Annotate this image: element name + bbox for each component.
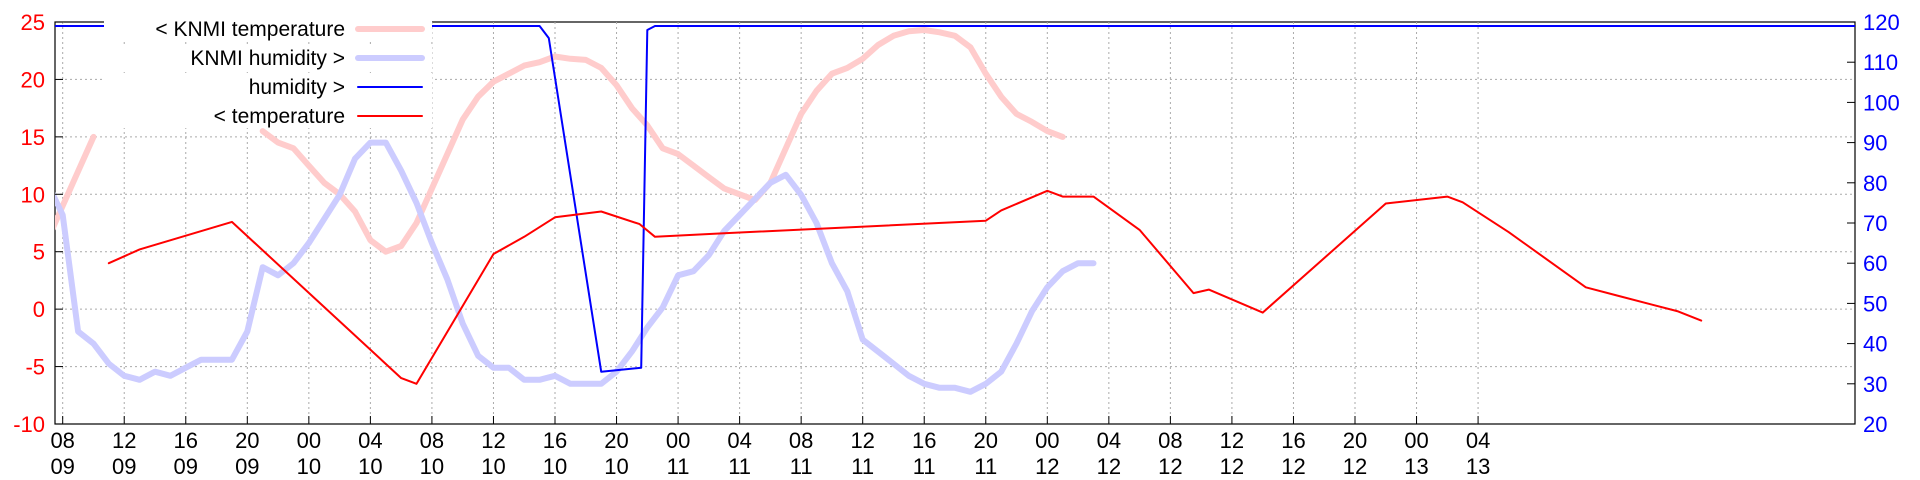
- x-tick-label-day: 12: [1281, 454, 1305, 479]
- legend-label: < temperature: [214, 105, 345, 128]
- x-tick-label-day: 11: [667, 454, 690, 479]
- x-tick-label-hour: 20: [974, 428, 998, 453]
- x-tick-label-day: 12: [1035, 454, 1059, 479]
- x-tick-label-day: 09: [50, 454, 74, 479]
- x-tick-label-day: 12: [1158, 454, 1182, 479]
- series-line-0: [259, 27, 1066, 255]
- y-right-tick-label: 70: [1863, 211, 1887, 236]
- x-tick-label-hour: 16: [543, 428, 567, 453]
- legend-label: KNMI humidity >: [190, 47, 345, 70]
- y-left-tick-label: 15: [21, 125, 45, 150]
- x-tick-label-hour: 20: [604, 428, 628, 453]
- x-tick-label-hour: 04: [1466, 428, 1490, 453]
- series-line-0: [55, 133, 97, 231]
- y-axis-right: 20 30 40 50 60 70 80 90 100 110 120: [1847, 10, 1900, 437]
- series-line-2: [55, 25, 1855, 373]
- y-left-tick-label: 10: [21, 182, 45, 207]
- x-tick-label-hour: 04: [727, 428, 751, 453]
- y-left-tick-label: -10: [13, 412, 45, 437]
- x-tick-label-hour: 12: [112, 428, 136, 453]
- series-line-3: [107, 189, 1703, 385]
- y-right-tick-label: 60: [1863, 251, 1887, 276]
- y-right-tick-label: 20: [1863, 412, 1887, 437]
- x-tick-label-hour: 16: [174, 428, 198, 453]
- y-left-tick-label: 0: [33, 297, 45, 322]
- x-tick-label-day: 11: [913, 454, 936, 479]
- x-tick-label-hour: 04: [358, 428, 382, 453]
- y-left-tick-label: 25: [21, 10, 45, 35]
- x-tick-label-hour: 12: [1220, 428, 1244, 453]
- x-tick-label-day: 11: [974, 454, 997, 479]
- legend-label: < KNMI temperature: [155, 18, 345, 41]
- x-tick-label-hour: 04: [1097, 428, 1121, 453]
- x-tick-label-hour: 08: [420, 428, 444, 453]
- series-layer: [55, 25, 1855, 395]
- x-tick-label-day: 13: [1466, 454, 1490, 479]
- x-tick-label-day: 13: [1404, 454, 1428, 479]
- y-left-tick-label: -5: [25, 355, 45, 380]
- y-axis-left: -10 -5 0 5 10 15 20 25: [13, 10, 63, 437]
- x-tick-label-hour: 08: [50, 428, 74, 453]
- y-right-tick-label: 50: [1863, 291, 1887, 316]
- x-tick-label-hour: 08: [789, 428, 813, 453]
- y-right-tick-label: 90: [1863, 131, 1887, 156]
- y-right-tick-label: 120: [1863, 10, 1900, 35]
- x-tick-label-day: 11: [790, 454, 813, 479]
- x-tick-label-hour: 16: [1281, 428, 1305, 453]
- x-tick-label-hour: 00: [666, 428, 690, 453]
- x-tick-label-day: 09: [174, 454, 198, 479]
- y-right-tick-label: 80: [1863, 171, 1887, 196]
- x-tick-label-day: 09: [112, 454, 136, 479]
- x-tick-label-day: 12: [1220, 454, 1244, 479]
- y-left-tick-label: 5: [33, 240, 45, 265]
- x-tick-label-hour: 00: [297, 428, 321, 453]
- x-tick-label-day: 10: [604, 454, 628, 479]
- x-tick-label-hour: 08: [1158, 428, 1182, 453]
- y-right-tick-label: 40: [1863, 332, 1887, 357]
- series-line-1: [55, 139, 1097, 395]
- x-tick-label-hour: 00: [1035, 428, 1059, 453]
- x-tick-label-hour: 20: [235, 428, 259, 453]
- x-tick-label-hour: 20: [1343, 428, 1367, 453]
- x-tick-label-day: 10: [481, 454, 505, 479]
- x-axis: 0809120916092009001004100810121016102010…: [50, 416, 1490, 479]
- x-tick-label-hour: 16: [912, 428, 936, 453]
- y-right-tick-label: 30: [1863, 372, 1887, 397]
- x-tick-label-day: 11: [851, 454, 874, 479]
- x-tick-label-hour: 12: [850, 428, 874, 453]
- x-tick-label-day: 10: [358, 454, 382, 479]
- x-tick-label-hour: 00: [1404, 428, 1428, 453]
- x-tick-label-day: 10: [543, 454, 567, 479]
- y-left-tick-label: 20: [21, 67, 45, 92]
- x-tick-label-day: 09: [235, 454, 259, 479]
- x-tick-label-day: 12: [1097, 454, 1121, 479]
- legend-label: humidity >: [249, 76, 345, 99]
- y-right-tick-label: 110: [1863, 50, 1898, 75]
- y-right-tick-label: 100: [1863, 90, 1900, 115]
- x-tick-label-day: 10: [297, 454, 321, 479]
- x-tick-label-day: 11: [728, 454, 751, 479]
- legend: < KNMI temperature KNMI humidity > humidit…: [104, 15, 432, 128]
- x-tick-label-hour: 12: [481, 428, 505, 453]
- x-tick-label-day: 12: [1343, 454, 1367, 479]
- x-tick-label-day: 10: [420, 454, 444, 479]
